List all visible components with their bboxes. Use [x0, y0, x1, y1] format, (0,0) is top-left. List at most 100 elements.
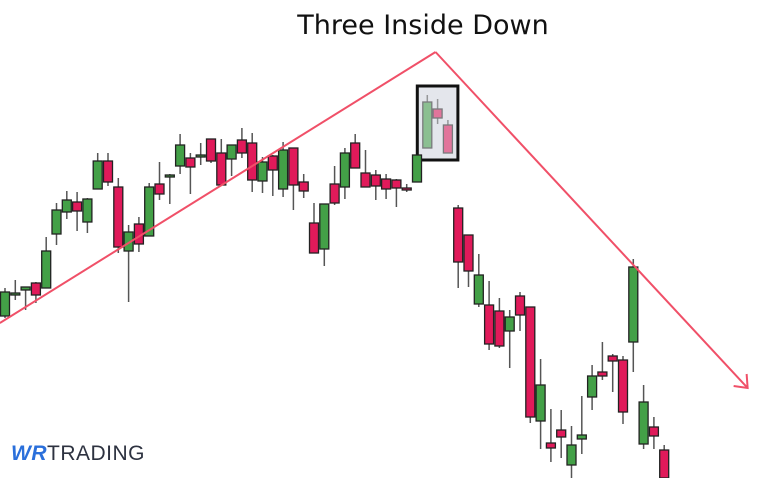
candle-body-bullish	[164, 174, 175, 178]
candle-body-bullish	[123, 231, 134, 252]
candle-body-bearish	[247, 142, 258, 181]
candle-body-bullish	[277, 149, 289, 190]
candle	[0, 288, 11, 318]
candle-body-bearish	[360, 172, 371, 188]
candle	[82, 198, 93, 233]
candle	[360, 150, 371, 188]
candle	[308, 203, 320, 254]
candle	[607, 354, 618, 392]
candle	[236, 128, 248, 158]
candle-body-bullish	[638, 401, 649, 445]
candle	[442, 120, 454, 154]
chart-title: Three Inside Down	[297, 10, 549, 41]
candle-body-bearish	[597, 371, 608, 377]
candle-body-bullish	[473, 274, 484, 305]
candle-body-bullish	[226, 144, 237, 160]
candle	[205, 138, 217, 163]
candle	[267, 155, 278, 196]
candle-body-bullish	[339, 152, 351, 188]
candle	[586, 365, 598, 410]
trendline-down	[434, 51, 749, 389]
candle	[339, 148, 351, 199]
candle	[226, 144, 237, 176]
candle	[545, 409, 557, 462]
candle-body-bearish	[442, 124, 454, 154]
candle	[61, 191, 72, 219]
candle	[617, 356, 629, 424]
candle-body-bearish	[659, 449, 670, 478]
candle	[298, 174, 309, 198]
candle	[556, 410, 567, 458]
candle-body-bullish	[586, 375, 598, 398]
candle-body-bearish	[308, 222, 320, 254]
candle	[102, 153, 114, 186]
candle-body-bullish	[10, 292, 21, 296]
candle-body-bearish	[267, 155, 278, 171]
candle-body-bullish	[82, 198, 93, 223]
candle-body-bearish	[329, 183, 340, 204]
candle-body-bearish	[525, 306, 536, 418]
candle	[514, 292, 526, 331]
candle	[504, 310, 515, 368]
candle-body-bearish	[288, 147, 299, 186]
candle-body-bearish	[494, 310, 505, 347]
candle-body-bearish	[514, 295, 526, 316]
candle	[659, 445, 670, 478]
candle-body-bearish	[453, 207, 464, 263]
candle-body-bullish	[0, 291, 11, 317]
candle	[380, 174, 392, 199]
candle-body-bearish	[463, 234, 474, 272]
candle-body-bearish	[483, 304, 495, 345]
candle-body-bearish	[607, 355, 618, 362]
candle	[576, 396, 587, 454]
logo-wr: WR	[11, 442, 47, 465]
candle	[185, 153, 196, 194]
candle	[216, 139, 227, 186]
trendline-arrowhead	[733, 373, 749, 390]
candle-body-bullish	[422, 101, 433, 149]
candle-body-bearish	[432, 108, 443, 119]
candle	[144, 183, 155, 237]
candle-body-bullish	[257, 161, 268, 182]
candle	[164, 174, 175, 204]
candle	[10, 280, 21, 300]
candle	[494, 298, 505, 348]
candle	[123, 225, 134, 302]
candle	[92, 153, 103, 190]
candle-body-bearish	[391, 179, 402, 189]
candle	[277, 142, 289, 197]
candle-body-bearish	[154, 183, 165, 195]
candle-body-bullish	[535, 384, 546, 422]
candle-body-bearish	[113, 186, 124, 248]
candle	[597, 342, 608, 380]
candle-body-bearish	[71, 201, 83, 212]
candle-body-bullish	[20, 286, 31, 291]
candle	[329, 166, 340, 205]
candle	[247, 133, 258, 192]
candle	[174, 134, 186, 174]
candle	[535, 359, 546, 449]
candle-body-bullish	[566, 444, 577, 466]
candle	[319, 203, 330, 266]
candle	[51, 203, 62, 245]
candle	[288, 147, 299, 210]
candle-body-bearish	[370, 174, 381, 187]
wr-trading-logo: WRTRADING	[11, 442, 145, 466]
candle	[257, 157, 268, 193]
candle-body-bullish	[576, 434, 587, 440]
candle-body-bullish	[51, 209, 62, 235]
candle-body-bearish	[350, 142, 361, 169]
candle	[350, 134, 361, 169]
candle-body-bearish	[617, 359, 629, 413]
candle-body-bullish	[628, 266, 639, 343]
candle	[154, 162, 165, 200]
candle-body-bearish	[648, 426, 660, 437]
candle	[463, 234, 474, 287]
candle-body-bullish	[144, 186, 155, 237]
candle	[483, 281, 495, 350]
candle	[370, 170, 381, 200]
candle	[473, 254, 484, 307]
candle	[411, 154, 423, 183]
candle	[71, 192, 83, 231]
candle	[566, 426, 577, 478]
